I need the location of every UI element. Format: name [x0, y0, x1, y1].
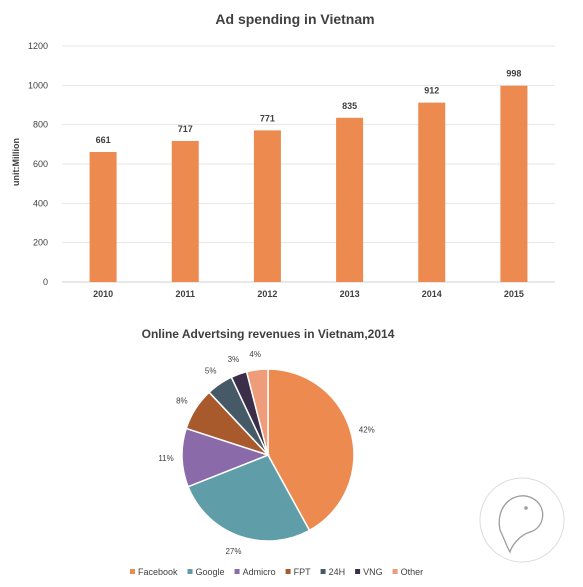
data-label-2011: 717	[178, 124, 193, 134]
bar-chart-title: Ad spending in Vietnam	[215, 11, 374, 27]
legend-item-24h: 24H	[329, 567, 346, 577]
pie-slice-facebook	[267, 368, 355, 532]
y-tick-label: 600	[33, 159, 48, 169]
x-tick-label: 2011	[175, 289, 195, 299]
x-tick-label: 2012	[257, 289, 277, 299]
online-ad-revenue-pie-chart: Online Advertsing revenues in Vietnam,20…	[130, 327, 423, 577]
bar-2010	[89, 152, 117, 282]
x-tick-label: 2015	[504, 289, 524, 299]
legend-item-google: Google	[196, 567, 225, 577]
pie-chart-legend: Facebook Google Admicro FPT 24H VNG Other	[130, 567, 423, 577]
legend-item-other: Other	[401, 567, 424, 577]
bar-chart-y-axis-label: unit:Million	[11, 138, 21, 186]
pie-label-other: 4%	[249, 350, 261, 359]
y-tick-label: 800	[33, 120, 48, 130]
y-tick-label: 200	[33, 238, 48, 248]
pie-label-admicro: 11%	[158, 454, 173, 463]
bar-2012	[253, 130, 281, 282]
x-tick-label: 2014	[422, 289, 442, 299]
bar-chart-data-labels: 661 717 771 835 912 998	[96, 69, 522, 145]
data-label-2012: 771	[260, 113, 275, 123]
bar-chart-x-ticks: 2010 2011 2012 2013 2014 2015	[93, 289, 524, 299]
legend-item-facebook: Facebook	[138, 567, 178, 577]
legend-item-admicro: Admicro	[243, 567, 276, 577]
bar-chart-bars	[89, 85, 528, 283]
y-tick-label: 1200	[28, 41, 48, 51]
legend-item-fpt: FPT	[294, 567, 312, 577]
ad-spending-bar-chart: Ad spending in Vietnam unit:Million 0 200…	[11, 11, 555, 299]
bar-2011	[171, 140, 199, 282]
pie-label-fpt: 8%	[176, 396, 188, 405]
bar-chart-gridlines	[62, 45, 555, 283]
bar-2015	[500, 85, 528, 282]
pie-chart-title: Online Advertsing revenues in Vietnam,20…	[142, 327, 395, 341]
legend-swatch-other	[392, 569, 398, 574]
pie-slice-google	[187, 454, 311, 542]
legend-swatch-facebook	[130, 569, 135, 574]
pie-label-vng: 3%	[228, 355, 240, 364]
y-tick-label: 1000	[28, 80, 48, 90]
y-tick-label: 0	[43, 277, 48, 287]
bar-2013	[336, 117, 364, 283]
legend-item-vng: VNG	[363, 567, 383, 577]
legend-swatch-fpt	[285, 569, 291, 574]
pie-slice-other	[245, 368, 269, 456]
legend-swatch-google	[187, 569, 193, 574]
y-tick-label: 400	[33, 198, 48, 208]
x-tick-label: 2013	[340, 289, 360, 299]
legend-swatch-admicro	[234, 569, 240, 574]
x-tick-label: 2010	[93, 289, 113, 299]
pie-label-google: 27%	[225, 547, 241, 556]
pie-label-facebook: 42%	[359, 426, 375, 435]
bar-chart-y-ticks: 0 200 400 600 800 1000 1200	[28, 41, 48, 287]
bar-2014	[418, 102, 446, 282]
legend-swatch-24h	[320, 569, 326, 574]
data-label-2013: 835	[342, 101, 357, 111]
pie-label-24h: 5%	[205, 367, 217, 376]
data-label-2015: 998	[506, 69, 521, 79]
data-label-2014: 912	[424, 86, 439, 96]
watermark-logo	[479, 477, 565, 563]
data-label-2010: 661	[96, 135, 111, 145]
pie-chart-slices	[181, 368, 355, 542]
pie-chart-slice-labels: 42% 27% 11% 8% 5% 3% 4%	[158, 350, 374, 556]
legend-swatch-vng	[355, 569, 361, 574]
